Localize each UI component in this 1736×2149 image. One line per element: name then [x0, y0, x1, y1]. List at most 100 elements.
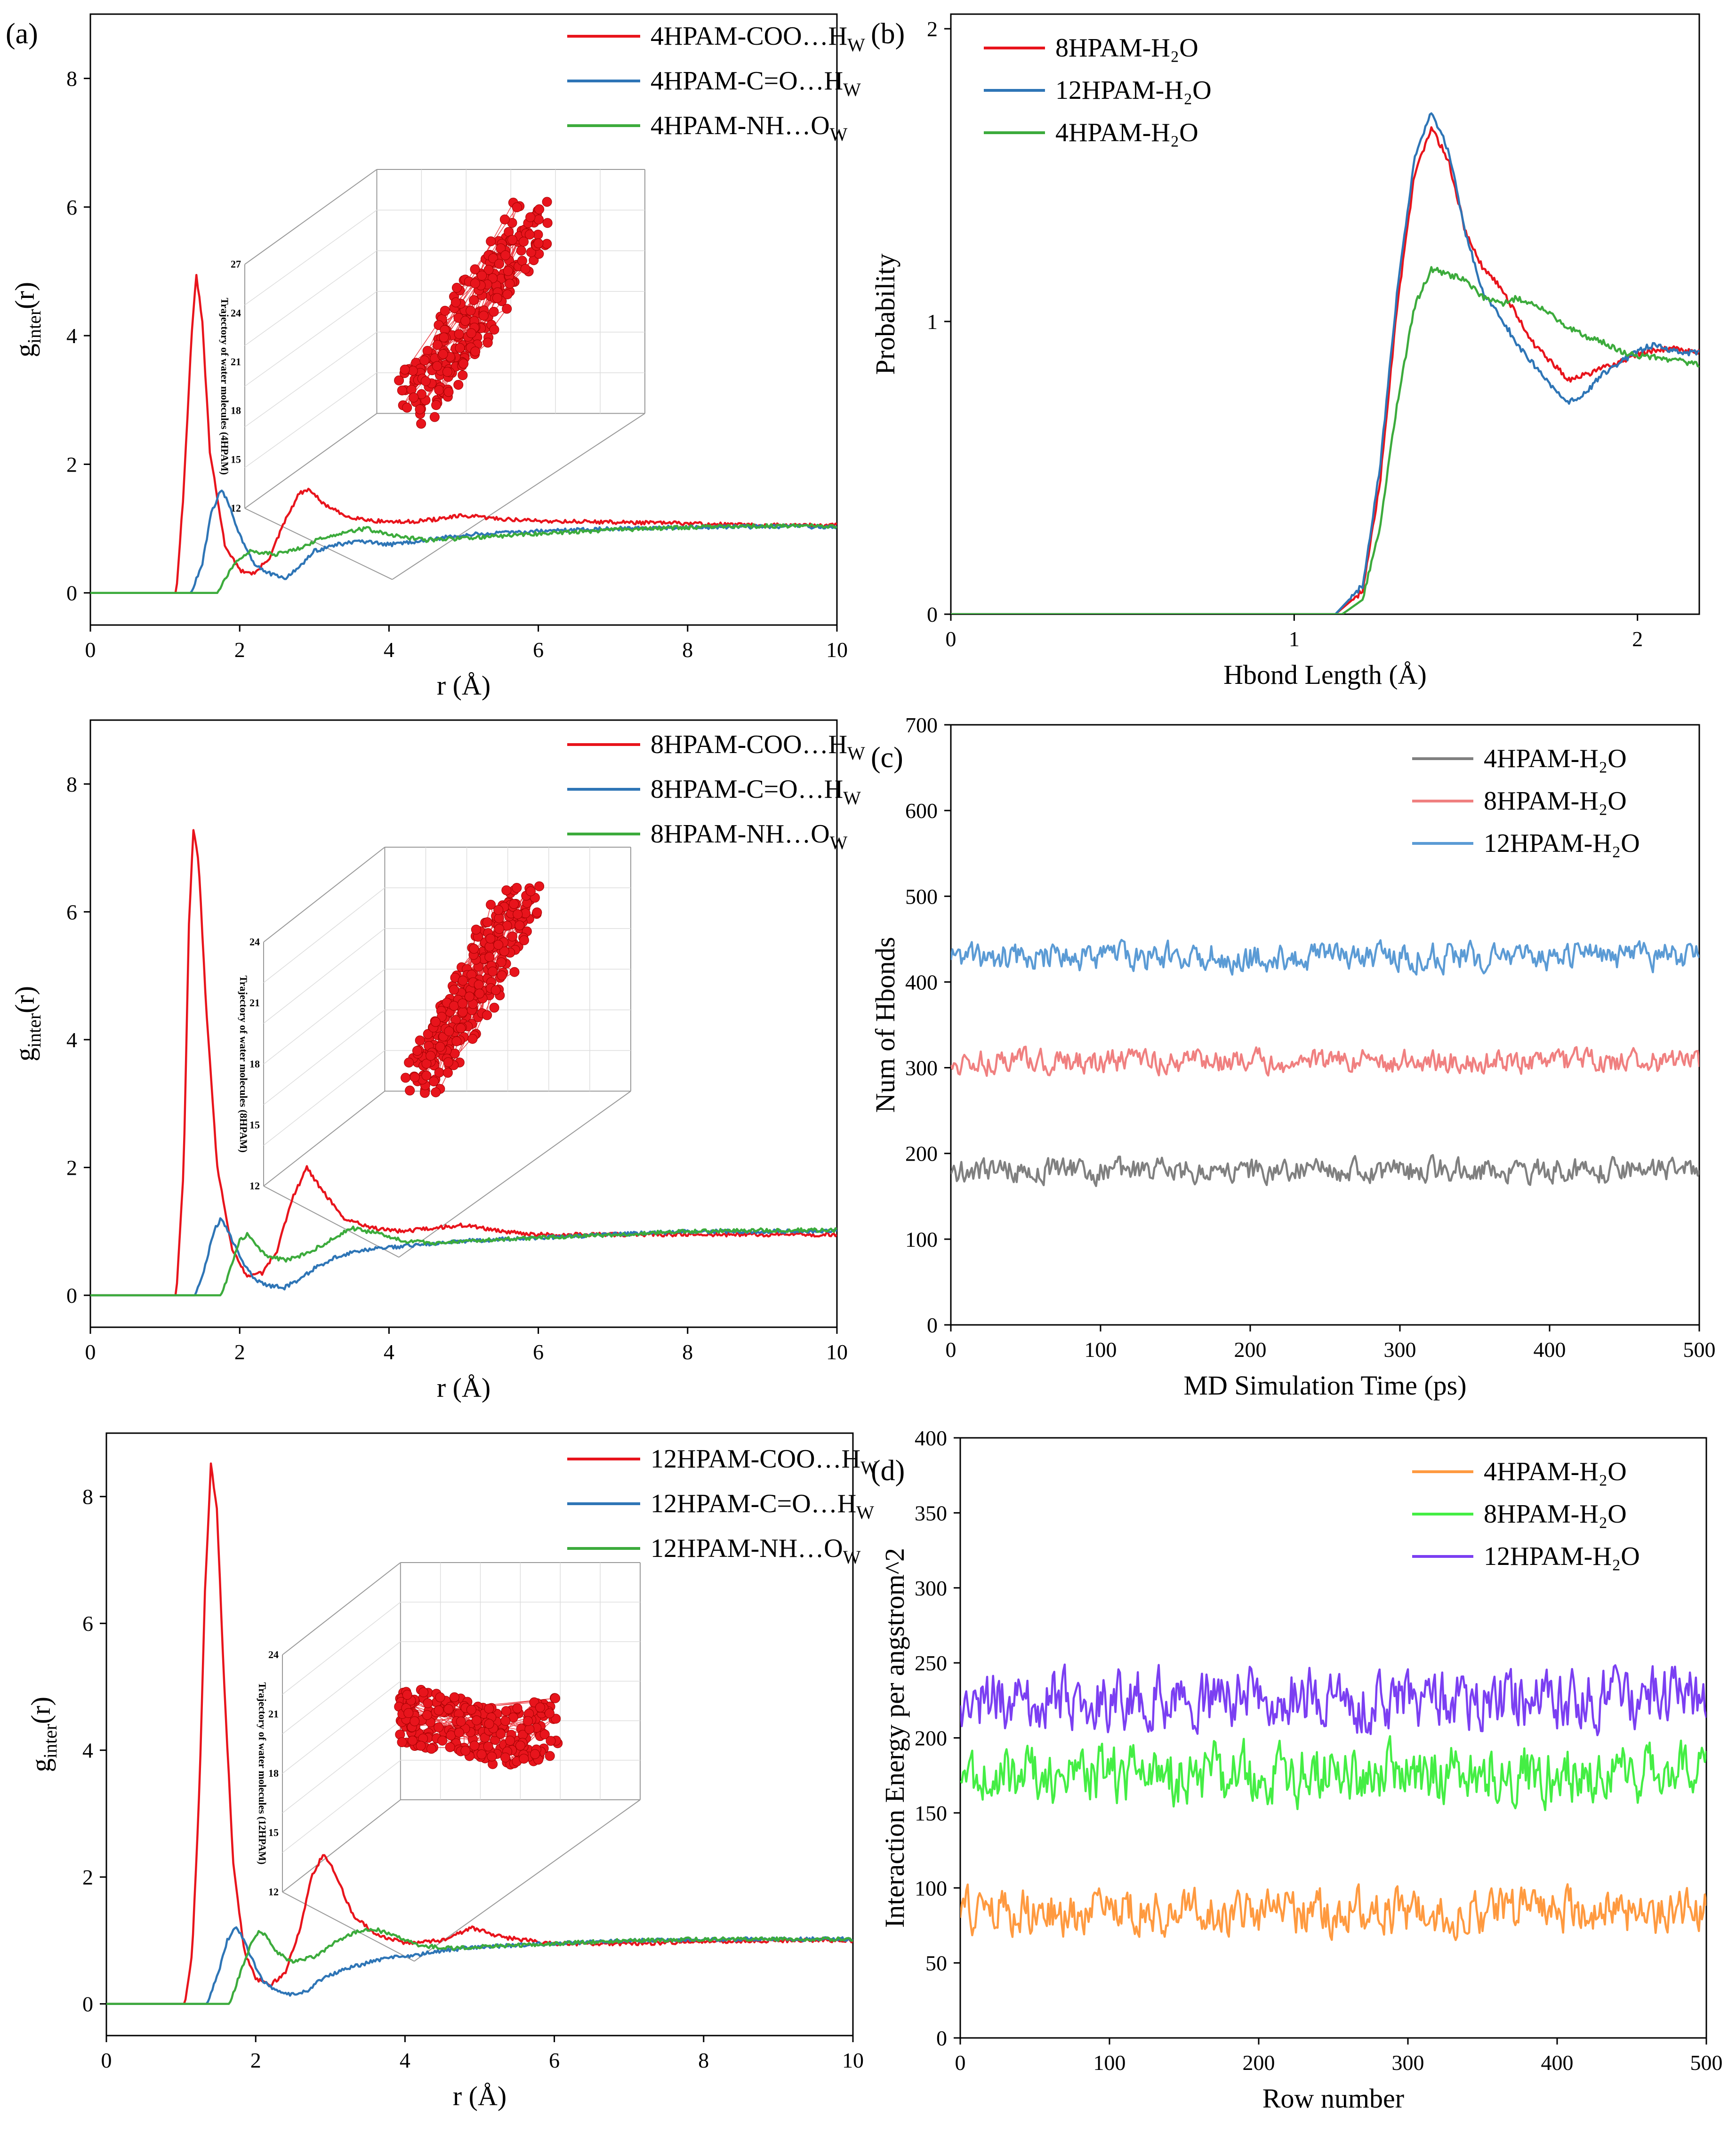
plot-frame — [89, 719, 838, 1328]
inset-water-molecule — [426, 1744, 436, 1754]
inset-water-molecule — [509, 899, 519, 909]
y-tick-label: 2 — [82, 1865, 93, 1889]
x-tick-label: 0 — [85, 1340, 96, 1364]
y-tick-label: 2 — [66, 452, 77, 476]
inset-z-tick-label: 24 — [268, 1649, 279, 1660]
inset-axis-title: Trajectory of water molecules (8HPAM) — [238, 976, 249, 1153]
inset-water-molecule — [534, 204, 545, 215]
series-line-3 — [90, 523, 837, 594]
inset-grid-line — [282, 1602, 401, 1695]
plot-frame — [105, 1432, 854, 2037]
inset-water-molecule — [449, 985, 459, 995]
y-tick-label: 6 — [66, 195, 77, 219]
inset-water-molecule — [534, 881, 545, 891]
y-tick-label: 4 — [66, 324, 77, 348]
inset-water-molecule — [505, 279, 515, 289]
inset-water-molecule — [471, 924, 481, 935]
series-line-3 — [960, 1663, 1706, 1737]
inset-water-molecule — [478, 311, 489, 321]
series-line-3 — [106, 1927, 853, 2005]
y-tick-label: 0 — [927, 602, 938, 626]
x-tick-label: 200 — [1234, 1338, 1267, 1362]
inset-water-molecule — [434, 1067, 444, 1078]
x-tick-label: 500 — [1690, 2051, 1723, 2075]
y-axis-label: Interaction Energy per angstrom^2 — [879, 1548, 910, 1928]
y-tick-label: 350 — [915, 1501, 947, 1525]
x-tick-label: 6 — [533, 638, 544, 662]
inset-water-molecule — [512, 202, 522, 212]
inset-water-molecule — [405, 1085, 415, 1096]
inset-water-molecule — [501, 885, 512, 896]
x-tick-label: 2 — [1632, 627, 1643, 651]
inset-water-molecule — [502, 304, 512, 314]
y-tick-label: 50 — [925, 1951, 947, 1975]
inset-water-molecule — [422, 1710, 432, 1720]
inset-frame-line — [263, 847, 386, 943]
series-line-2 — [960, 1735, 1706, 1812]
legend-entry: 4HPAM-COO…HW — [651, 22, 865, 56]
chart-panel-c: 0 100 200 300 400 500 0 100 200 300 400 500 600 700 MD… — [870, 713, 1716, 1401]
panel-label: (c) — [871, 742, 903, 774]
inset-grid-line — [282, 1720, 401, 1813]
inset-water-molecule — [512, 1703, 522, 1714]
inset-water-molecule — [489, 1002, 499, 1013]
inset-water-molecule — [420, 376, 431, 386]
series-line-2 — [90, 489, 837, 594]
inset-water-molecule — [489, 306, 499, 317]
inset-water-molecule — [412, 1046, 422, 1056]
inset-water-molecule — [435, 1692, 445, 1702]
inset-water-molecule — [482, 917, 492, 928]
inset-water-molecule — [476, 1749, 487, 1759]
inset-water-molecule — [488, 253, 498, 264]
inset-water-molecule — [429, 412, 440, 422]
plot-frame — [89, 13, 838, 626]
inset-water-molecule — [451, 282, 462, 293]
inset-water-molecule — [458, 1007, 468, 1017]
inset-water-molecule — [456, 1023, 466, 1034]
inset-water-molecule — [466, 328, 476, 338]
inset-water-molecule — [407, 1735, 418, 1746]
y-tick-label: 100 — [915, 1876, 947, 1900]
x-tick-label: 1 — [1289, 627, 1300, 651]
legend-entry: 8HPAM-H₂O — [1055, 33, 1198, 63]
inset-z-tick-label: 18 — [231, 405, 241, 417]
inset-water-molecule — [400, 364, 410, 375]
inset-water-molecule — [542, 239, 552, 249]
inset-water-molecule — [429, 1076, 439, 1087]
inset-water-molecule — [431, 400, 442, 410]
inset-grid-line — [263, 969, 385, 1065]
inset-water-molecule — [485, 933, 496, 944]
y-tick-label: 8 — [82, 1485, 93, 1509]
inset-water-molecule — [443, 1057, 453, 1067]
inset-water-molecule — [397, 385, 407, 396]
legend-entry: 12HPAM-NH…OW — [651, 1534, 861, 1568]
inset-frame-line — [398, 1091, 631, 1258]
inset-frame-line — [244, 169, 378, 265]
inset-grid-line — [282, 1760, 401, 1853]
inset-water-molecule — [430, 1017, 441, 1027]
inset-water-molecule — [469, 944, 479, 954]
inset-water-molecule — [520, 264, 530, 274]
inset-water-molecule — [483, 1741, 493, 1752]
inset-water-molecule — [486, 899, 496, 910]
plot-frame — [950, 724, 1700, 1326]
inset-water-molecule — [460, 1746, 471, 1756]
x-tick-label: 2 — [234, 638, 245, 662]
inset-grid-line — [263, 887, 385, 983]
inset-water-molecule — [539, 1729, 550, 1740]
y-tick-label: 0 — [82, 1992, 93, 2016]
y-tick-label: 700 — [905, 713, 938, 737]
legend-entry: 12HPAM-H₂O — [1055, 76, 1212, 105]
inset-water-molecule — [470, 346, 481, 357]
inset-water-molecule — [467, 1034, 478, 1044]
x-tick-label: 10 — [826, 638, 848, 662]
inset-z-tick-label: 12 — [268, 1886, 279, 1898]
x-tick-label: 300 — [1392, 2051, 1424, 2075]
inset-water-molecule — [397, 1737, 407, 1748]
x-axis-label: r (Å) — [453, 2081, 506, 2111]
x-axis-label: Hbond Length (Å) — [1223, 659, 1427, 690]
inset-water-molecule — [460, 316, 471, 326]
y-tick-label: 250 — [915, 1651, 947, 1675]
y-tick-label: 8 — [66, 772, 77, 796]
inset-water-molecule — [434, 1705, 444, 1716]
